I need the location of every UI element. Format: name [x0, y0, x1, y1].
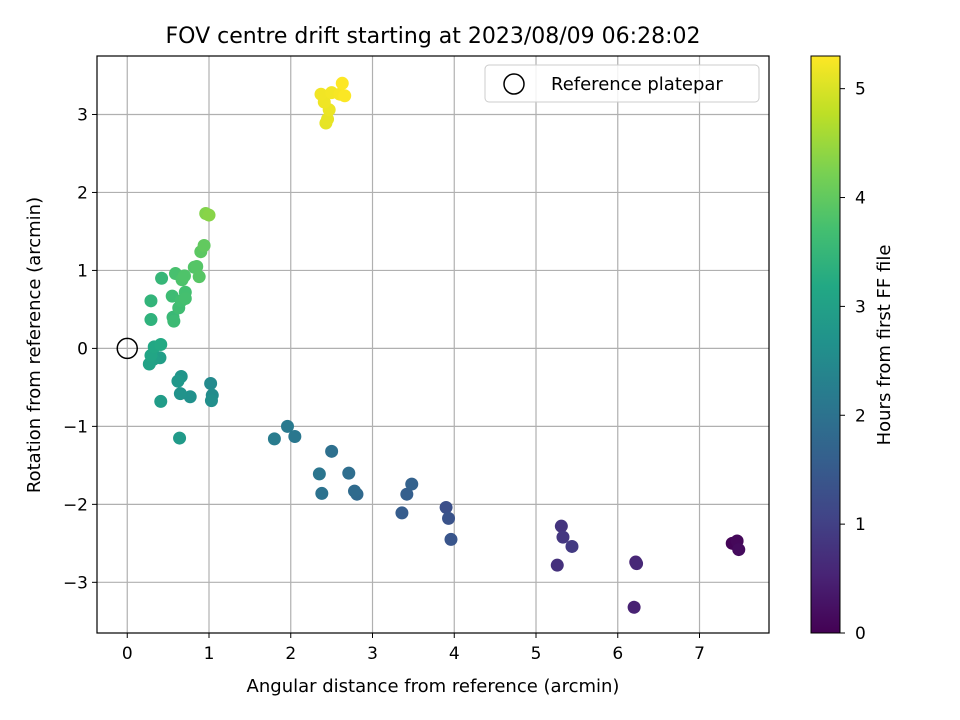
y-axis-label: Rotation from reference (arcmin)	[24, 197, 45, 493]
data-point	[154, 394, 168, 408]
data-point	[338, 89, 352, 103]
colorbar-tick-label: 0	[855, 624, 866, 644]
data-point	[325, 444, 339, 458]
colorbar-tick-label: 4	[855, 189, 866, 209]
y-tick-label: 0	[77, 339, 88, 359]
x-tick-label: 0	[122, 644, 133, 664]
data-point	[173, 431, 187, 445]
x-tick-label: 1	[204, 644, 215, 664]
data-point	[314, 87, 328, 101]
legend: Reference platepar	[484, 64, 760, 103]
colorbar-tick-label: 2	[855, 406, 866, 426]
data-point	[192, 270, 206, 284]
data-point	[442, 511, 456, 525]
data-point	[348, 484, 362, 498]
data-point	[732, 543, 746, 557]
data-point	[190, 260, 204, 274]
data-point	[267, 432, 281, 446]
y-tick-label: 3	[77, 105, 88, 125]
legend-box	[484, 64, 760, 103]
x-tick-label: 6	[612, 644, 623, 664]
data-point	[173, 387, 187, 401]
data-point	[171, 374, 185, 388]
data-point	[554, 519, 568, 533]
x-tick-label: 3	[367, 644, 378, 664]
colorbar-tick-label: 1	[855, 515, 866, 535]
grid-lines	[97, 56, 769, 633]
data-point	[405, 477, 419, 491]
data-point	[627, 600, 641, 614]
colorbar-label: Hours from first FF file	[874, 245, 895, 446]
data-point	[342, 466, 356, 480]
data-point	[178, 291, 192, 305]
data-point	[400, 487, 414, 501]
data-point	[280, 419, 294, 433]
y-tick-label: −2	[63, 495, 88, 515]
colorbar-tick-label: 3	[855, 297, 866, 317]
data-point	[312, 467, 326, 481]
y-axis-ticks: −3 −2 −1 0 1 2 3	[63, 105, 97, 593]
x-tick-label: 2	[285, 644, 296, 664]
x-tick-label: 4	[449, 644, 460, 664]
plot-area-frame	[96, 55, 770, 634]
data-point	[144, 313, 158, 327]
data-points	[142, 76, 746, 614]
chart-title: FOV centre drift starting at 2023/08/09 …	[166, 24, 701, 49]
legend-marker-reference	[503, 73, 525, 95]
data-point	[202, 208, 216, 222]
data-point	[395, 506, 409, 520]
data-point	[154, 338, 168, 351]
colorbar-tick-label: 5	[855, 80, 866, 100]
data-point	[204, 376, 218, 390]
x-tick-label: 7	[694, 644, 705, 664]
data-point	[144, 294, 158, 308]
data-point	[204, 394, 218, 408]
data-point	[167, 314, 181, 328]
legend-entry-reference: Reference platepar	[551, 74, 723, 95]
reference-platepar-marker	[116, 337, 138, 360]
data-point	[183, 390, 197, 404]
y-tick-label: −3	[63, 573, 88, 593]
colorbar	[810, 55, 841, 634]
data-point	[335, 76, 349, 90]
data-point	[315, 486, 329, 500]
data-point	[439, 500, 453, 514]
colorbar-ticks: 0 1 2 3 4 5	[840, 80, 866, 644]
y-tick-label: −1	[63, 417, 88, 437]
y-tick-label: 2	[77, 183, 88, 203]
data-point	[197, 238, 211, 252]
x-tick-label: 5	[531, 644, 542, 664]
data-point	[177, 269, 191, 283]
x-axis-label: Angular distance from reference (arcmin)	[247, 676, 620, 697]
data-point	[444, 532, 458, 546]
x-axis-ticks: 0 1 2 3 4 5 6 7	[122, 633, 705, 664]
data-point	[155, 271, 169, 285]
data-point	[556, 530, 570, 544]
data-point	[565, 539, 579, 553]
y-tick-label: 1	[77, 261, 88, 281]
data-point	[630, 557, 644, 571]
data-point	[550, 558, 564, 572]
data-point	[288, 430, 302, 444]
